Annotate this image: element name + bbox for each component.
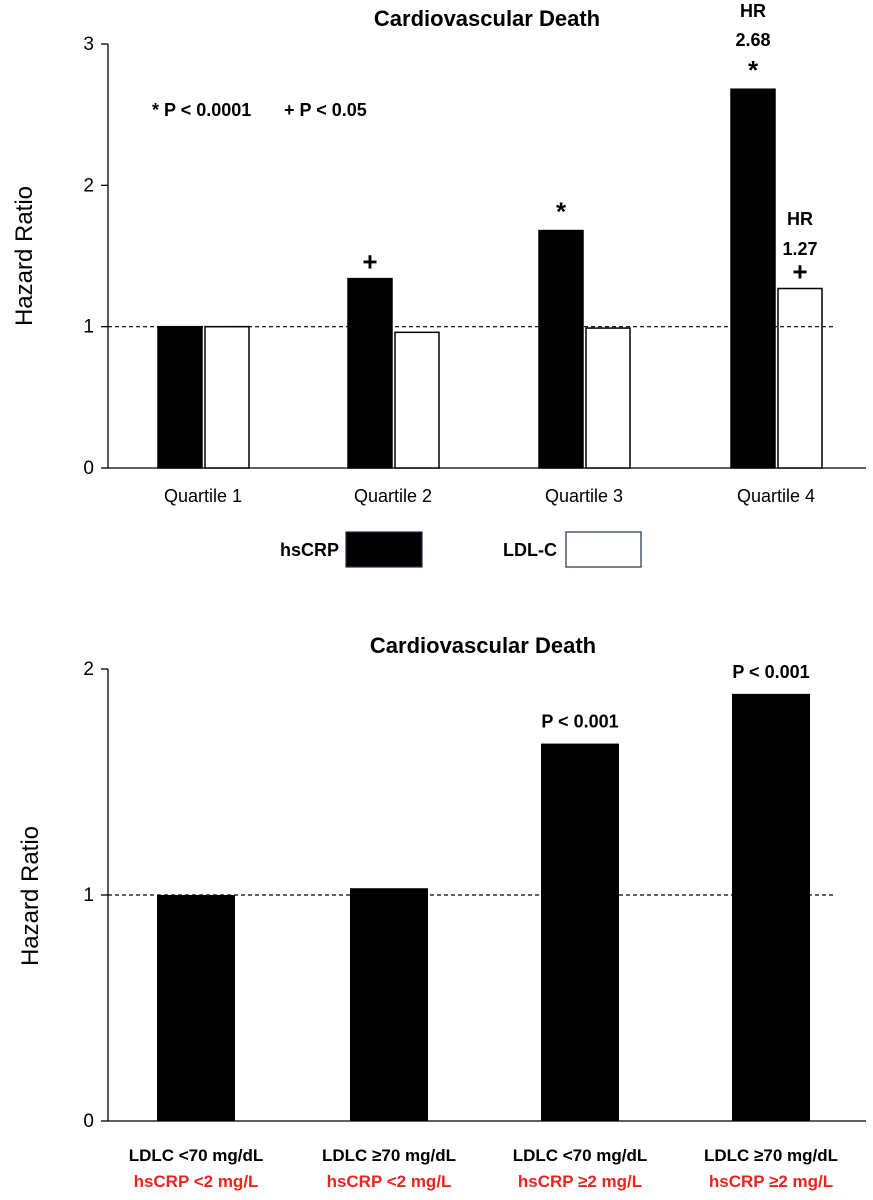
chart1-bar-ldlc: [777, 287, 823, 469]
chart2-x-tick-label-ldlc: LDLC ≥70 mg/dL: [322, 1146, 456, 1165]
chart1-y-tick-label: 1: [83, 317, 94, 338]
chart1-x-tick-label: Quartile 4: [737, 486, 815, 506]
chart1-significance-note: + P < 0.05: [284, 100, 367, 120]
chart1-bar-ldlc: [204, 325, 250, 469]
chart2-x-tick-label-hscrp: hsCRP ≥2 mg/L: [709, 1172, 833, 1191]
chart2-y-tick-label: 1: [83, 885, 94, 906]
chart1-y-tick-label: 2: [83, 175, 94, 196]
chart1-bar-ldlc: [585, 327, 631, 469]
chart1-y-axis-label: Hazard Ratio: [11, 186, 38, 326]
chart1-significance-marker: *: [748, 55, 759, 85]
chart1-bar-hscrp: [730, 88, 776, 469]
chart2-bar: [732, 693, 810, 1121]
chart2-x-tick-label-hscrp: hsCRP <2 mg/L: [134, 1172, 259, 1191]
chart1-x-tick-label: Quartile 1: [164, 486, 242, 506]
chart1-title: Cardiovascular Death: [374, 6, 600, 31]
chart2-bar: [157, 895, 235, 1121]
chart1-significance-marker: *: [556, 197, 567, 227]
chart1-significance-note: * P < 0.0001: [152, 100, 251, 120]
chart2-x-tick-label-ldlc: LDLC <70 mg/dL: [129, 1146, 264, 1165]
chart2-y-axis-label: Hazard Ratio: [17, 826, 44, 966]
chart2-x-tick-label-ldlc: LDLC ≥70 mg/dL: [704, 1146, 838, 1165]
chart1-y-tick-label: 0: [83, 458, 94, 479]
chart2-p-value-label: P < 0.001: [541, 712, 618, 732]
legend-label-hscrp: hsCRP: [280, 540, 339, 560]
chart2-bar: [541, 743, 619, 1121]
chart1-hr-label: 2.68: [735, 30, 770, 50]
chart2-bar: [350, 888, 428, 1121]
chart1-hr-label: HR: [787, 209, 813, 229]
chart2-y-tick-label: 2: [83, 659, 94, 680]
chart1-x-tick-label: Quartile 3: [545, 486, 623, 506]
chart2-p-value-label: P < 0.001: [732, 662, 809, 682]
chart1-y-tick-label: 3: [83, 34, 94, 55]
chart1-bar-hscrp: [538, 229, 584, 469]
chart1-bar-hscrp: [157, 325, 203, 469]
chart1-significance-marker: +: [792, 257, 807, 287]
chart2-title: Cardiovascular Death: [370, 633, 596, 658]
chart1-hr-label: HR: [740, 1, 766, 21]
chart1-bar-ldlc: [394, 331, 440, 469]
chart2-y-tick-label: 0: [83, 1111, 94, 1132]
chart2-x-tick-label-ldlc: LDLC <70 mg/dL: [513, 1146, 648, 1165]
chart1-bar-hscrp: [347, 277, 393, 469]
chart1-x-tick-label: Quartile 2: [354, 486, 432, 506]
legend-swatch-ldlc: [565, 531, 642, 568]
chart2-x-tick-label-hscrp: hsCRP <2 mg/L: [327, 1172, 452, 1191]
legend-swatch-hscrp: [345, 531, 423, 568]
chart2-x-tick-label-hscrp: hsCRP ≥2 mg/L: [518, 1172, 642, 1191]
chart1-significance-marker: +: [362, 247, 377, 277]
chart1-hr-label: 1.27: [782, 239, 817, 259]
legend-label-ldlc: LDL-C: [503, 540, 557, 560]
